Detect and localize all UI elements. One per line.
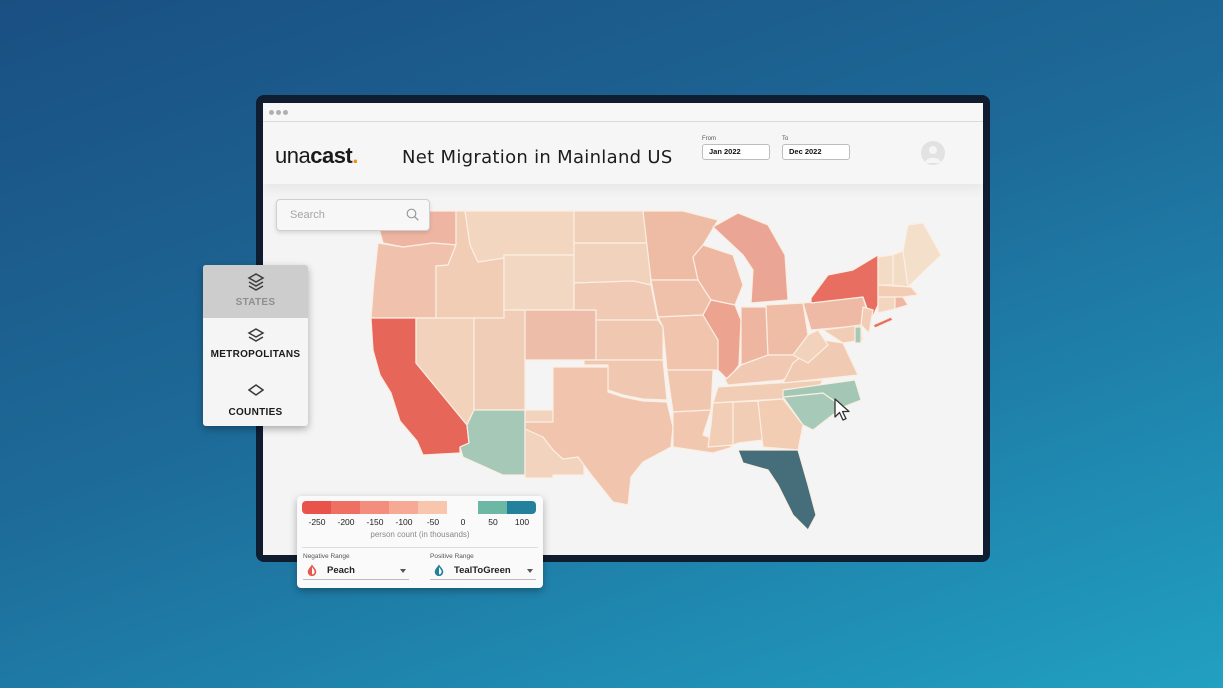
state-michigan[interactable]	[712, 212, 789, 304]
state-arkansas[interactable]	[666, 369, 714, 413]
layer-label: STATES	[235, 297, 276, 308]
state-new-jersey[interactable]	[860, 306, 874, 334]
swatch-neg200	[331, 501, 360, 514]
search-input[interactable]: Search	[290, 209, 325, 221]
state-florida[interactable]	[737, 449, 817, 531]
layer-label: METROPOLITANS	[210, 349, 301, 360]
state-long-island[interactable]	[872, 316, 894, 329]
scale-tick: -100	[395, 517, 413, 527]
positive-range-label: Positive Range	[430, 553, 474, 560]
layers-icon	[246, 328, 265, 342]
swatch-neg250	[302, 501, 331, 514]
state-maryland[interactable]	[822, 324, 864, 344]
state-wyoming[interactable]	[503, 254, 575, 311]
state-wisconsin[interactable]	[692, 244, 744, 306]
state-west-virginia[interactable]	[792, 329, 829, 364]
state-montana[interactable]	[464, 210, 575, 263]
state-connecticut[interactable]	[877, 296, 896, 314]
positive-range-value: TealToGreen	[454, 565, 511, 576]
chevron-down-icon	[400, 569, 406, 573]
negative-range-select[interactable]: Peach	[303, 562, 409, 580]
scale-tick: 100	[514, 517, 530, 527]
scale-tick: 50	[488, 517, 498, 527]
chevron-down-icon	[527, 569, 533, 573]
search-icon[interactable]	[406, 208, 419, 221]
page-title: Net Migration in Mainland US	[402, 147, 673, 168]
legend-panel: -250 -200 -150 -100 -50 0 50 100 person …	[297, 496, 543, 588]
window-control-dot[interactable]	[269, 110, 274, 115]
from-date-field: From Jan 2022	[702, 136, 770, 160]
scale-tick: -250	[308, 517, 326, 527]
legend-divider	[302, 547, 538, 548]
negative-range-value: Peach	[327, 565, 355, 576]
state-vermont[interactable]	[877, 254, 894, 286]
state-south-dakota[interactable]	[573, 242, 652, 286]
scale-tick: -200	[337, 517, 355, 527]
logo-light-text: una	[275, 143, 311, 168]
scale-tick: -150	[366, 517, 384, 527]
positive-range-select[interactable]: TealToGreen	[430, 562, 536, 580]
scale-unit-label: person count (in thousands)	[370, 530, 470, 539]
scale-tick: -50	[426, 517, 440, 527]
logo-bold-text: cast	[310, 143, 353, 168]
swatch-neg150	[360, 501, 389, 514]
state-mississippi[interactable]	[707, 401, 734, 448]
layer-selector: STATES METROPOLITANS COUNTIES	[203, 265, 308, 426]
state-colorado[interactable]	[524, 309, 597, 361]
state-maine[interactable]	[902, 222, 942, 288]
layer-option-states[interactable]: STATES	[203, 265, 308, 318]
mouse-pointer-icon	[834, 398, 850, 421]
layer-label: COUNTIES	[228, 407, 283, 418]
drop-icon	[434, 564, 444, 576]
unacast-logo[interactable]: unacast.	[275, 143, 358, 169]
to-date-field: To Dec 2022	[782, 136, 850, 160]
negative-range-label: Negative Range	[303, 553, 350, 560]
to-label: To	[782, 136, 789, 142]
diamond-icon	[247, 384, 264, 396]
swatch-pos50	[478, 501, 507, 514]
window-control-dot[interactable]	[283, 110, 288, 115]
color-scale	[302, 501, 537, 514]
state-oklahoma[interactable]	[583, 359, 668, 401]
state-georgia[interactable]	[757, 398, 804, 451]
from-label: From	[702, 136, 716, 142]
layer-option-counties[interactable]: COUNTIES	[203, 373, 308, 426]
logo-period: .	[352, 143, 358, 168]
to-date-input[interactable]: Dec 2022	[782, 144, 850, 160]
state-delaware[interactable]	[854, 326, 862, 344]
state-kansas[interactable]	[595, 319, 664, 361]
us-choropleth-map	[370, 210, 942, 531]
swatch-neg50	[418, 501, 447, 514]
scale-tick: 0	[460, 517, 466, 527]
swatch-neg100	[389, 501, 418, 514]
state-alabama[interactable]	[732, 400, 764, 446]
swatch-pos100	[507, 501, 536, 514]
app-window: unacast. Net Migration in Mainland US Fr…	[263, 103, 983, 555]
window-titlebar	[263, 103, 983, 122]
state-texas[interactable]	[524, 366, 674, 506]
user-avatar-icon[interactable]	[921, 141, 945, 165]
state-rhode-island[interactable]	[894, 296, 909, 310]
from-date-input[interactable]: Jan 2022	[702, 144, 770, 160]
app-header: unacast. Net Migration in Mainland US Fr…	[263, 122, 983, 184]
state-utah[interactable]	[473, 309, 526, 411]
state-massachusetts[interactable]	[877, 284, 919, 298]
layer-option-metropolitans[interactable]: METROPOLITANS	[203, 319, 308, 373]
window-control-dot[interactable]	[276, 110, 281, 115]
drop-icon	[307, 564, 317, 576]
search-box[interactable]: Search	[276, 199, 430, 231]
layers-stack-icon	[246, 273, 265, 291]
state-north-dakota[interactable]	[573, 210, 650, 244]
state-arizona[interactable]	[459, 409, 526, 476]
